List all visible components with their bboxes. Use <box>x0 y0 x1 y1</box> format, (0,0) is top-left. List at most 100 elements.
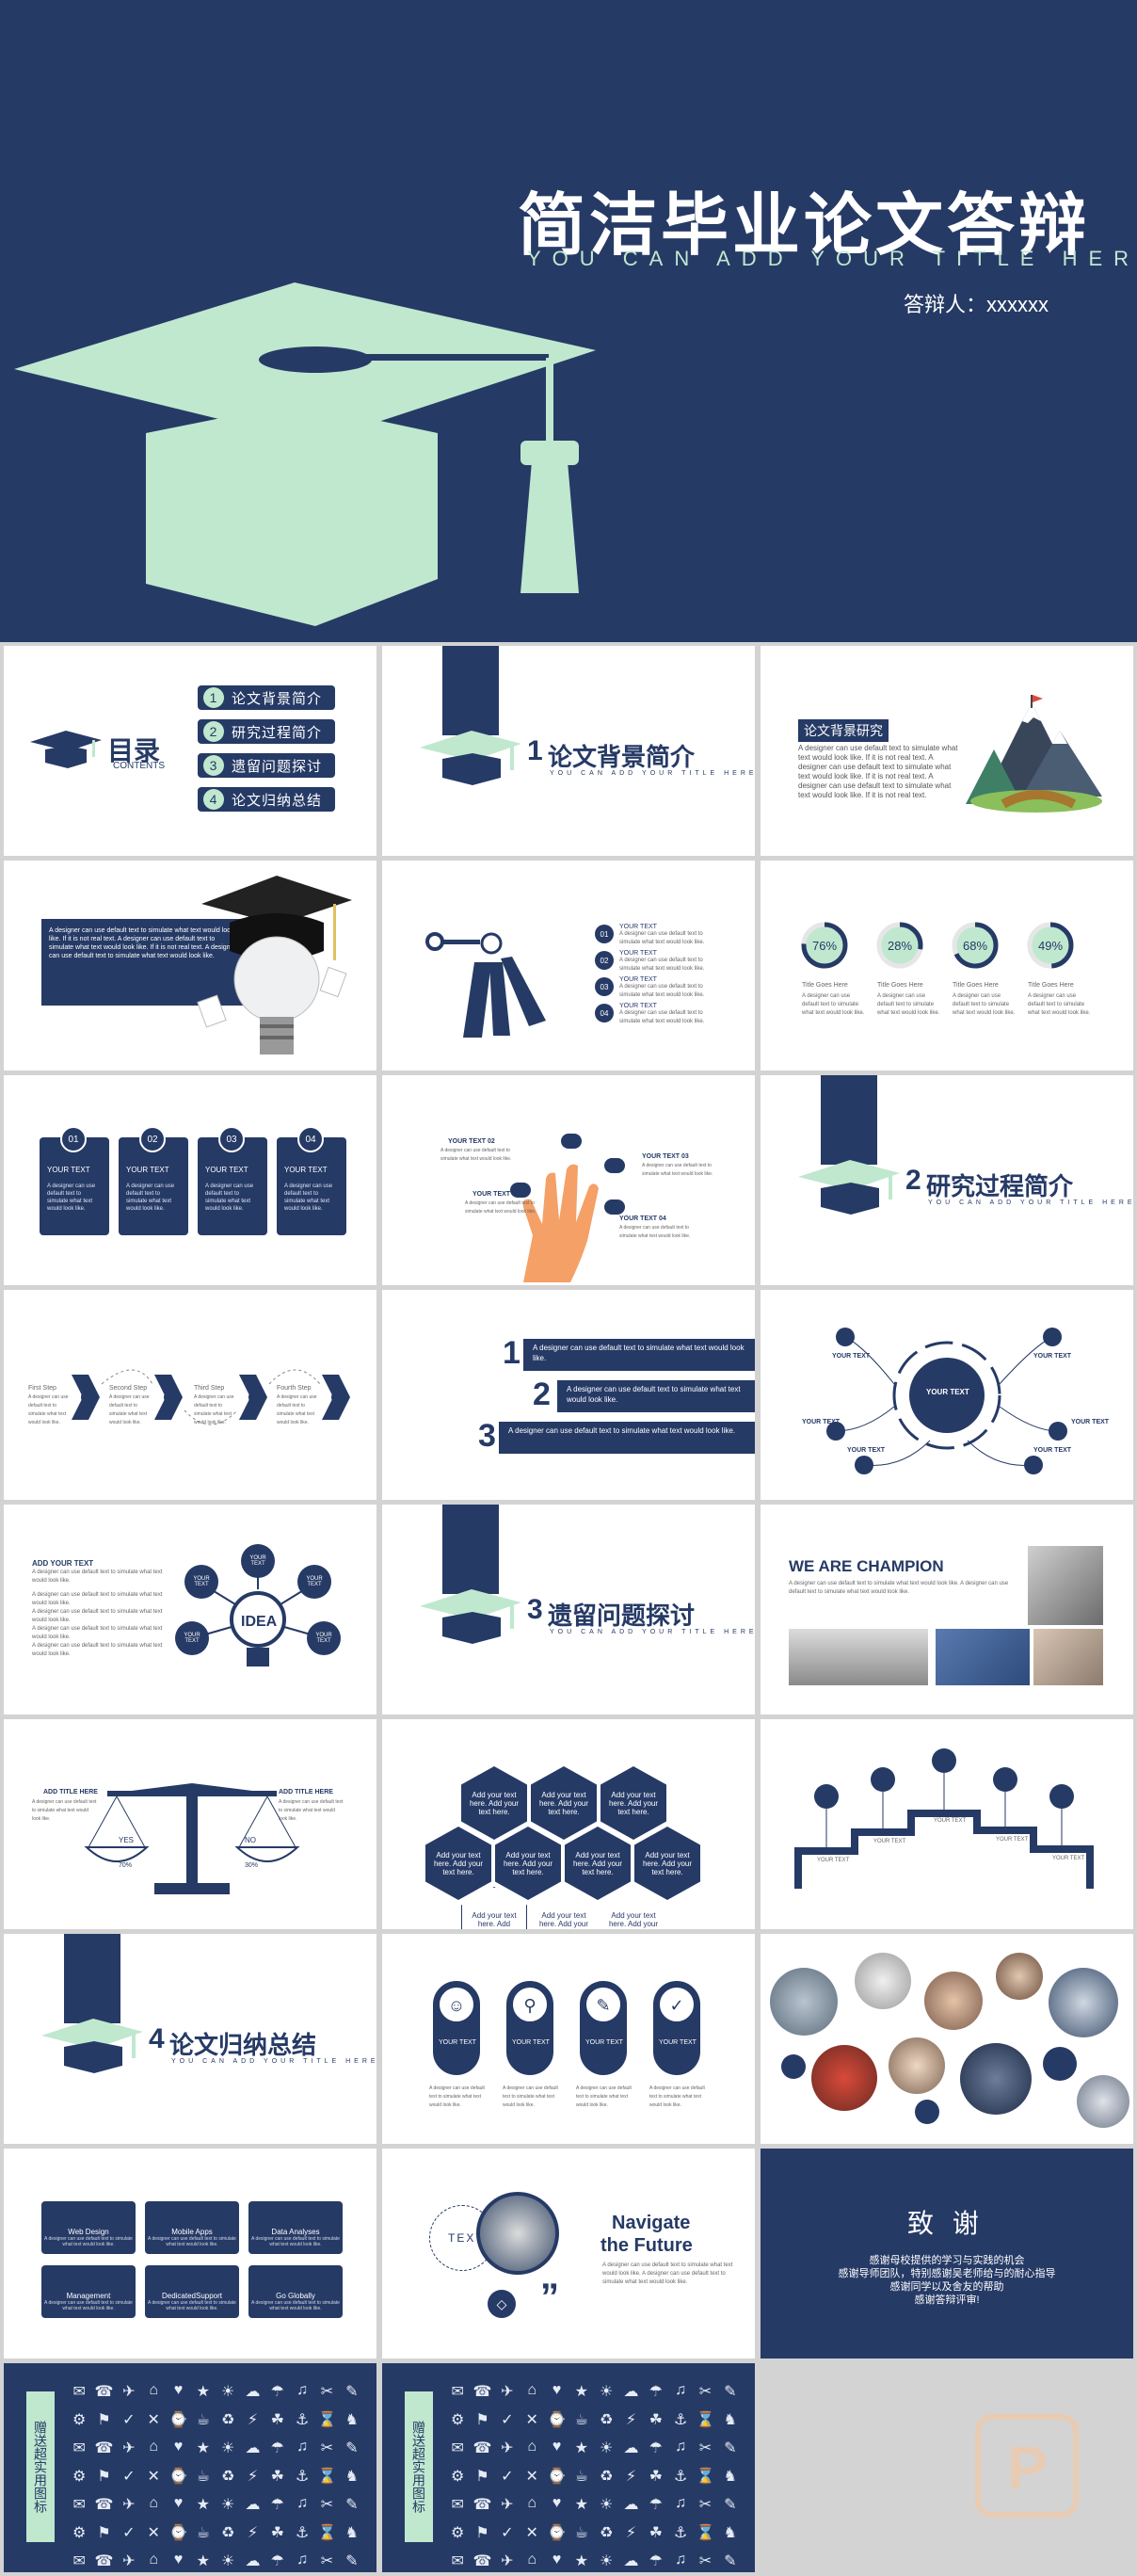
radial-label: YOUR TEXT <box>1071 1419 1110 1425</box>
library-icon: ♫ <box>675 2439 687 2455</box>
background-slide[interactable]: 论文背景研究 A designer can use default text t… <box>761 646 1133 856</box>
hand-slide[interactable]: YOUR TEXT 02 A designer can use default … <box>382 1075 755 1285</box>
thanks-line-3: 感谢同学以及舍友的帮助 <box>889 2281 1004 2293</box>
library-icon: ✓ <box>122 2412 136 2428</box>
navigate-body: A designer can use default text to simul… <box>602 2262 733 2285</box>
hex-cell: Add your text here. Add your text here. <box>425 1827 491 1900</box>
icon-grid: ✉ ☎ ✈ ⌂ ♥ ★ ☀ ☁ ☂ ♫ ✂ ✎ ⚙ ⚑ ✓ ✕ ⌚ ☕ ♻ ⚡ ☘ ⚓ ⌛ ♞ ✉ ☎ ✈ ⌂ ♥ ★ ☀ ☁ ☂ ♫ ✂ ✎ ⚙ ⚑ ✓ ✕… <box>70 2382 361 2570</box>
library-icon: ⌂ <box>149 2382 158 2398</box>
champion-body: A designer can use default text to simul… <box>789 1581 1009 1595</box>
key-item-4-label: YOUR TEXT <box>619 1003 657 1009</box>
navigate-slide[interactable]: TEXT ◇ ” Navigate the Future A designer … <box>382 2149 755 2359</box>
progress-title-2: Title Goes Here <box>877 982 923 989</box>
idea-slide[interactable]: ADD YOUR TEXT A designer can use default… <box>4 1505 376 1715</box>
bulb-slide[interactable]: A designer can use default text to simul… <box>4 861 376 1071</box>
library-icon: ⚙ <box>450 2412 465 2428</box>
champion-photo-group <box>1033 1629 1103 1685</box>
library-icon: ☘ <box>270 2525 284 2541</box>
icons-slide-2[interactable]: 赠送超实用图标 ✉ ☎ ✈ ⌂ ♥ ★ ☀ ☁ ☂ ♫ ✂ ✎ ⚙ ⚑ ✓ ✕ ⌚ ☕ ♻ ⚡ ☘ ⚓ ⌛ ♞ ✉ ☎ ✈ ⌂ ♥ ★ ☀ ☁… <box>382 2363 755 2572</box>
numbered-item-3-bar: A designer can use default text to simul… <box>499 1422 755 1454</box>
step-card-1: YOUR TEXT A designer can use default text… <box>40 1137 109 1235</box>
hexagons-slide[interactable]: Add your text here. Add your text here. … <box>382 1719 755 1929</box>
scale-slide[interactable]: ADD TITLE HERE A designer can use defaul… <box>4 1719 376 1929</box>
toc-slide[interactable]: 目录 CONTENTS 1 论文背景简介 2 研究过程简介 3 遗留问题探讨 4 论文归… <box>4 646 376 856</box>
section-3-slide[interactable]: 3 遗留问题探讨 YOU CAN ADD YOUR TITLE HERE <box>382 1505 755 1715</box>
library-icon: ✕ <box>525 2525 538 2541</box>
step-number-2: 02 <box>139 1126 166 1152</box>
service-card-support: DedicatedSupport A designer can use defau… <box>145 2265 239 2318</box>
idea-heading: ADD YOUR TEXT <box>32 1559 94 1568</box>
service-card-web: Web Design A designer can use default tex… <box>41 2201 136 2254</box>
hand-desc-4: A designer can use default text to simul… <box>619 1225 691 1239</box>
services-slide[interactable]: Web Design A designer can use default tex… <box>4 2149 376 2359</box>
library-icon: ♞ <box>723 2469 737 2485</box>
photo-circle-team <box>889 2037 945 2094</box>
library-icon: ⚓ <box>673 2525 688 2541</box>
library-icon: ⚡ <box>247 2412 259 2428</box>
library-icon: ⌂ <box>527 2382 536 2398</box>
library-icon: ✈ <box>122 2553 136 2569</box>
key-item-2-desc: A designer can use default text to simul… <box>619 958 705 972</box>
library-icon: ✎ <box>345 2440 359 2456</box>
section-number: 2 <box>905 1165 921 1196</box>
library-icon: ⚡ <box>247 2469 259 2485</box>
library-icon: ☂ <box>270 2384 284 2400</box>
library-icon: ☕ <box>196 2525 210 2541</box>
icons-slide-1[interactable]: 赠送超实用图标 ✉ ☎ ✈ ⌂ ♥ ★ ☀ ☁ ☂ ♫ ✂ ✎ ⚙ ⚑ ✓ ✕ ⌚ ☕ ♻ ⚡ ☘ ⚓ ⌛ ♞ ✉ ☎ ✈ ⌂ ♥ ★ ☀ ☁… <box>4 2363 376 2572</box>
scale-right-title: ADD TITLE HERE <box>279 1789 333 1795</box>
library-icon: ⚙ <box>450 2525 465 2541</box>
champion-photo-portrait <box>1028 1546 1103 1625</box>
library-icon: ★ <box>574 2440 588 2456</box>
toc-item-3[interactable]: 3 遗留问题探讨 <box>198 753 335 778</box>
key-icon <box>425 932 546 1038</box>
library-icon: ⚙ <box>72 2469 87 2485</box>
library-icon: ⌚ <box>168 2525 188 2541</box>
library-icon: ☀ <box>599 2384 614 2400</box>
bubbles-slide[interactable]: ☺ YOUR TEXT ⚲ YOUR TEXT ✎ YOUR TEXT ✓ YO… <box>382 1934 755 2144</box>
library-icon: ☀ <box>220 2440 235 2456</box>
library-icon: ♥ <box>552 2382 562 2398</box>
champion-slide[interactable]: WE ARE CHAMPION A designer can use defau… <box>761 1505 1133 1715</box>
progress-value-2: 28% <box>888 939 912 953</box>
radial-slide[interactable]: YOUR TEXT YOUR TEXT YOUR TEXT YOUR TEXT … <box>761 1290 1133 1500</box>
keys-slide[interactable]: 01 YOUR TEXT A designer can use default … <box>382 861 755 1071</box>
library-icon: ☕ <box>196 2469 210 2485</box>
thanks-line-1: 感谢母校提供的学习与实践的机会 <box>869 2255 1025 2266</box>
hand-icon <box>522 1164 599 1282</box>
section-1-slide[interactable]: 1 论文背景简介 YOU CAN ADD YOUR TITLE HERE <box>382 646 755 856</box>
numbered-slide[interactable]: 1 A designer can use default text to sim… <box>382 1290 755 1500</box>
stairs-diagram <box>794 1748 1094 1889</box>
photo-circles-slide[interactable] <box>761 1934 1133 2144</box>
photo-circle-man <box>996 1953 1043 2000</box>
search-icon: ⚲ <box>511 1986 549 2023</box>
hand-label-2: YOUR TEXT 02 <box>448 1138 495 1145</box>
library-icon: ☁ <box>623 2440 639 2456</box>
hand-desc-1: A designer can use default text to simul… <box>465 1200 536 1215</box>
section-title: 论文归纳总结 <box>169 2031 317 2059</box>
hand-bubble-icon <box>604 1158 625 1173</box>
radial-center-label: YOUR TEXT <box>926 1388 969 1396</box>
cover-slide[interactable]: 简洁毕业论文答辩 YOU CAN ADD YOUR TITLE HERE 答辩人… <box>0 0 1137 642</box>
stairs-slide[interactable]: YOUR TEXT YOUR TEXT YOUR TEXT YOUR TEXT … <box>761 1719 1133 1929</box>
library-icon: ✉ <box>72 2553 86 2569</box>
toc-item-1[interactable]: 1 论文背景简介 <box>198 685 335 710</box>
library-icon: ✉ <box>72 2440 86 2456</box>
section-4-slide[interactable]: 4 论文归纳总结 YOU CAN ADD YOUR TITLE HERE <box>4 1934 376 2144</box>
progress-slide[interactable]: 76% 28% 68% 49% Title Goes Here Title Goes … <box>761 861 1133 1071</box>
progress-ring-2 <box>876 922 923 969</box>
section-2-slide[interactable]: 2 研究过程简介 YOU CAN ADD YOUR TITLE HERE <box>761 1075 1133 1285</box>
toc-item-4[interactable]: 4 论文归纳总结 <box>198 787 335 812</box>
library-icon: ✉ <box>451 2440 464 2456</box>
arrow-label-2: Second Step <box>109 1385 148 1392</box>
arrows-slide[interactable]: First Step A designer can use default te… <box>4 1290 376 1500</box>
steps-slide[interactable]: YOUR TEXT A designer can use default text… <box>4 1075 376 1285</box>
graduation-cap-icon <box>30 731 102 768</box>
library-icon: ★ <box>196 2440 210 2456</box>
progress-desc-4: A designer can use default text to simul… <box>1028 993 1091 1016</box>
navigate-heading-1: Navigate <box>612 2213 691 2233</box>
hand-label-4: YOUR TEXT 04 <box>619 1216 666 1222</box>
toc-item-2[interactable]: 2 研究过程简介 <box>198 719 335 744</box>
thanks-slide[interactable]: 致 谢 感谢母校提供的学习与实践的机会 感谢导师团队，特别感谢吴老师给与的耐心指… <box>761 2149 1133 2359</box>
photo-circle-train <box>1077 2075 1129 2128</box>
section-subtitle: YOU CAN ADD YOUR TITLE HERE <box>171 2058 376 2065</box>
